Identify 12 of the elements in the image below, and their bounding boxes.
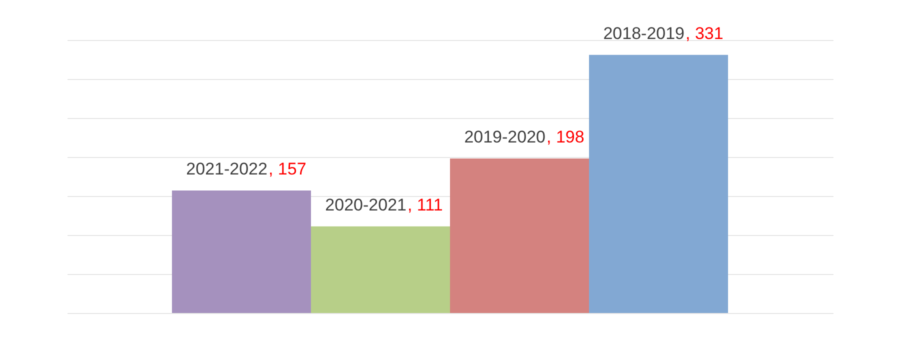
x-tick-label: 2019-2020 — [464, 128, 546, 147]
data-label: , 331 — [686, 24, 724, 43]
bar — [172, 190, 311, 313]
bar — [310, 226, 450, 313]
x-tick-label: 2021-2022 — [186, 160, 268, 179]
bar — [589, 54, 728, 313]
data-label: , 111 — [407, 195, 443, 214]
bar — [450, 158, 590, 313]
data-label: , 198 — [546, 128, 584, 147]
x-tick-label: 2020-2021 — [325, 195, 406, 214]
x-tick-label: 2018-2019 — [603, 24, 685, 43]
data-label: , 157 — [268, 160, 306, 179]
